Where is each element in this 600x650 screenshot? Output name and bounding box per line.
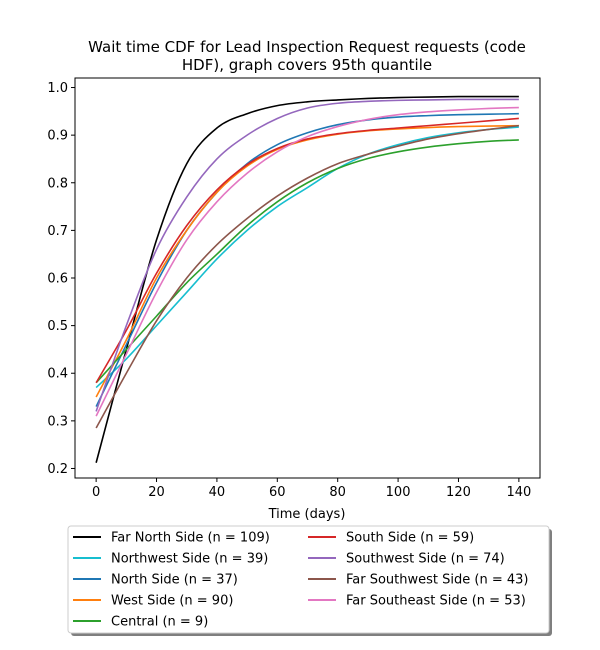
legend-label-0: Far North Side (n = 109) <box>111 531 270 546</box>
legend-label-1: Northwest Side (n = 39) <box>111 552 268 567</box>
legend-label-7: Far Southwest Side (n = 43) <box>346 573 528 588</box>
series-line-7 <box>95 124 519 429</box>
series-line-3 <box>95 124 519 398</box>
legend-label-4: Central (n = 9) <box>111 615 208 630</box>
x-tick-label-0: 0 <box>92 485 100 500</box>
x-tick-label-1: 20 <box>148 485 165 500</box>
x-axis: 0 20 40 60 80 100 120 140 <box>92 478 531 500</box>
plot-lines <box>95 95 519 463</box>
legend-label-3: West Side (n = 90) <box>111 594 233 609</box>
legend-item-1: Northwest Side (n = 39) <box>73 552 268 567</box>
series-line-4 <box>95 139 519 384</box>
x-tick-label-4: 80 <box>329 485 346 500</box>
legend-label-5: South Side (n = 59) <box>346 531 474 546</box>
y-tick-label-2: 0.4 <box>47 367 68 382</box>
x-tick-label-2: 40 <box>209 485 226 500</box>
legend-item-6: Southwest Side (n = 74) <box>308 552 505 567</box>
series-line-5 <box>95 117 519 384</box>
legend-item-2: North Side (n = 37) <box>73 573 238 588</box>
x-tick-label-3: 60 <box>269 485 286 500</box>
legend-item-5: South Side (n = 59) <box>308 531 474 546</box>
legend-item-0: Far North Side (n = 109) <box>73 531 270 546</box>
x-tick-label-7: 140 <box>506 485 531 500</box>
legend-item-3: West Side (n = 90) <box>73 594 233 609</box>
x-tick-label-5: 100 <box>386 485 411 500</box>
series-line-6 <box>95 98 519 412</box>
legend-entries: Far North Side (n = 109) Northwest Side (… <box>73 531 528 630</box>
y-tick-label-7: 0.9 <box>47 129 68 144</box>
y-tick-label-6: 0.8 <box>47 176 68 191</box>
y-tick-label-0: 0.2 <box>47 462 68 477</box>
y-tick-label-1: 0.3 <box>47 414 68 429</box>
series-line-8 <box>95 106 519 417</box>
x-tick-label-6: 120 <box>446 485 471 500</box>
y-axis: 0.2 0.3 0.4 0.5 0.6 0.7 0.8 0.9 1.0 <box>47 81 75 477</box>
legend-label-6: Southwest Side (n = 74) <box>346 552 505 567</box>
series-line-1 <box>95 126 519 389</box>
legend-label-8: Far Southeast Side (n = 53) <box>346 594 526 609</box>
chart-title-line-1: Wait time CDF for Lead Inspection Reques… <box>88 38 526 56</box>
y-tick-label-4: 0.6 <box>47 272 68 287</box>
legend-item-4: Central (n = 9) <box>73 615 208 630</box>
x-axis-label: Time (days) <box>268 507 346 522</box>
y-tick-label-3: 0.5 <box>47 319 68 334</box>
series-line-0 <box>95 95 519 463</box>
y-tick-label-5: 0.7 <box>47 224 68 239</box>
series-line-2 <box>95 112 519 407</box>
legend-item-7: Far Southwest Side (n = 43) <box>308 573 528 588</box>
y-tick-label-8: 1.0 <box>47 81 68 96</box>
legend-label-2: North Side (n = 37) <box>111 573 238 588</box>
chart-title-line-2: HDF), graph covers 95th quantile <box>182 56 432 74</box>
legend: Far North Side (n = 109) Northwest Side (… <box>67 525 552 636</box>
legend-item-8: Far Southeast Side (n = 53) <box>308 594 526 609</box>
